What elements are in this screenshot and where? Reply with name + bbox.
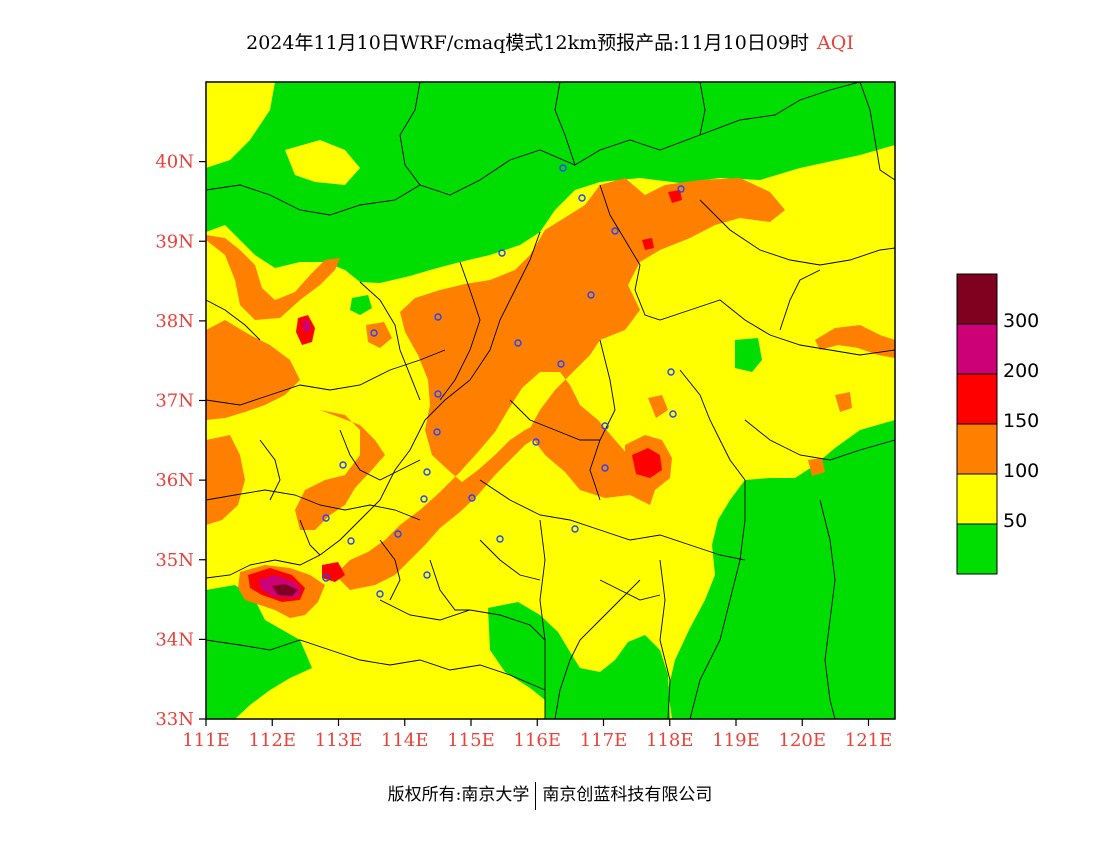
aqi-good-spot-2 bbox=[708, 658, 752, 695]
city-marker bbox=[601, 464, 609, 472]
aqi-good-southwest bbox=[206, 585, 312, 719]
aqi-good-spot-3 bbox=[350, 295, 372, 315]
copyright-footer: 版权所有:南京大学 南京创蓝科技有限公司 bbox=[0, 780, 1100, 810]
legend-label: 200 bbox=[1003, 360, 1039, 382]
aqi-maroon-south bbox=[272, 584, 298, 596]
city-marker bbox=[434, 390, 442, 398]
aqi-good-spot-1 bbox=[735, 338, 762, 372]
city-marker bbox=[322, 514, 330, 522]
lon-tick-label: 119E bbox=[712, 730, 760, 751]
lat-tick-label: 34N bbox=[155, 629, 194, 650]
city-marker bbox=[468, 494, 476, 502]
title-aqi-label: AQI bbox=[817, 32, 854, 54]
city-marker bbox=[578, 194, 586, 202]
aqi-red-east-core bbox=[632, 448, 662, 478]
aqi-orange-spot-2 bbox=[366, 322, 392, 348]
legend-label: 150 bbox=[1003, 410, 1039, 432]
legend-label: 100 bbox=[1003, 460, 1039, 482]
aqi-moderate-patch-north-2 bbox=[285, 140, 360, 185]
copyright-company: 南京创蓝科技有限公司 bbox=[542, 785, 713, 805]
legend-swatch bbox=[956, 423, 998, 475]
city-marker bbox=[532, 438, 540, 446]
lon-tick-label: 112E bbox=[249, 730, 297, 751]
lat-tick-label: 38N bbox=[155, 311, 194, 332]
city-marker bbox=[394, 530, 402, 538]
aqi-orange-west-lower bbox=[206, 435, 245, 525]
city-marker bbox=[571, 525, 579, 533]
city-marker bbox=[347, 537, 355, 545]
lat-tick-label: 33N bbox=[155, 709, 194, 730]
lat-tick-label: 39N bbox=[155, 231, 194, 252]
latitude-axis: 40N 39N 38N 37N 36N 35N 34N 33N bbox=[155, 152, 206, 730]
lon-tick-label: 115E bbox=[447, 730, 495, 751]
lon-tick-label: 118E bbox=[646, 730, 694, 751]
aqi-purple-west bbox=[302, 320, 311, 332]
legend-label: 50 bbox=[1003, 510, 1027, 532]
legend-swatch bbox=[956, 373, 998, 425]
legend-label: 300 bbox=[1003, 310, 1039, 332]
copyright-owner: 版权所有:南京大学 bbox=[387, 785, 530, 805]
city-marker bbox=[423, 571, 431, 579]
lat-tick-label: 35N bbox=[155, 550, 194, 571]
city-marker bbox=[669, 410, 677, 418]
aqi-good-east bbox=[668, 420, 895, 719]
lon-tick-label: 120E bbox=[779, 730, 827, 751]
legend-swatch bbox=[956, 523, 998, 575]
aqi-red-south-2 bbox=[322, 562, 345, 582]
lon-tick-label: 121E bbox=[845, 730, 893, 751]
aqi-good-south bbox=[488, 602, 670, 719]
aqi-red-north-2 bbox=[642, 238, 654, 250]
aqi-orange-spot-3 bbox=[835, 392, 852, 412]
lon-tick-label: 111E bbox=[182, 730, 230, 751]
map-title: 2024年11月10日WRF/cmaq模式12km预报产品:11月10日09时 A… bbox=[0, 28, 1100, 55]
lon-tick-label: 117E bbox=[580, 730, 628, 751]
city-marker bbox=[557, 360, 565, 368]
city-marker bbox=[587, 291, 595, 299]
aqi-orange-sw-tongue bbox=[295, 410, 385, 530]
city-marker bbox=[376, 590, 384, 598]
aqi-orange-spot-5 bbox=[808, 458, 825, 476]
city-marker bbox=[339, 461, 347, 469]
city-marker bbox=[559, 164, 567, 172]
lat-tick-label: 40N bbox=[155, 152, 194, 173]
aqi-good-north bbox=[206, 82, 895, 283]
aqi-orange-west bbox=[206, 235, 340, 420]
city-marker bbox=[601, 422, 609, 430]
aqi-orange-east-coast bbox=[815, 325, 895, 358]
aqi-legend: 300 200 150 100 50 bbox=[956, 273, 1039, 575]
city-marker bbox=[322, 574, 330, 582]
city-marker bbox=[677, 185, 685, 193]
city-marker bbox=[667, 368, 675, 376]
lon-tick-label: 114E bbox=[381, 730, 429, 751]
city-marker bbox=[370, 329, 378, 337]
legend-swatch bbox=[956, 323, 998, 375]
city-marker bbox=[514, 339, 522, 347]
lon-tick-label: 116E bbox=[514, 730, 562, 751]
lon-tick-label: 113E bbox=[315, 730, 363, 751]
legend-swatch bbox=[956, 473, 998, 525]
city-marker bbox=[420, 495, 428, 503]
aqi-red-north bbox=[668, 190, 682, 203]
admin-boundaries bbox=[206, 82, 895, 719]
lat-tick-label: 36N bbox=[155, 470, 194, 491]
city-marker bbox=[434, 313, 442, 321]
footer-separator bbox=[535, 781, 537, 810]
legend-swatch bbox=[956, 273, 998, 325]
city-markers bbox=[322, 164, 685, 598]
title-text: 2024年11月10日WRF/cmaq模式12km预报产品:11月10日09时 bbox=[246, 32, 810, 54]
aqi-orange-spot-4 bbox=[648, 395, 668, 418]
city-marker bbox=[496, 535, 504, 543]
longitude-axis: 111E 112E 113E 114E 115E 116E 117E 118E 119E 120E… bbox=[182, 719, 892, 751]
aqi-moderate-patch-north bbox=[206, 82, 275, 168]
lat-tick-label: 37N bbox=[155, 391, 194, 412]
aqi-orange-central bbox=[335, 178, 785, 590]
aqi-field bbox=[206, 82, 895, 719]
city-marker bbox=[433, 428, 441, 436]
city-marker bbox=[498, 249, 506, 257]
city-marker bbox=[611, 227, 619, 235]
city-marker bbox=[423, 468, 431, 476]
